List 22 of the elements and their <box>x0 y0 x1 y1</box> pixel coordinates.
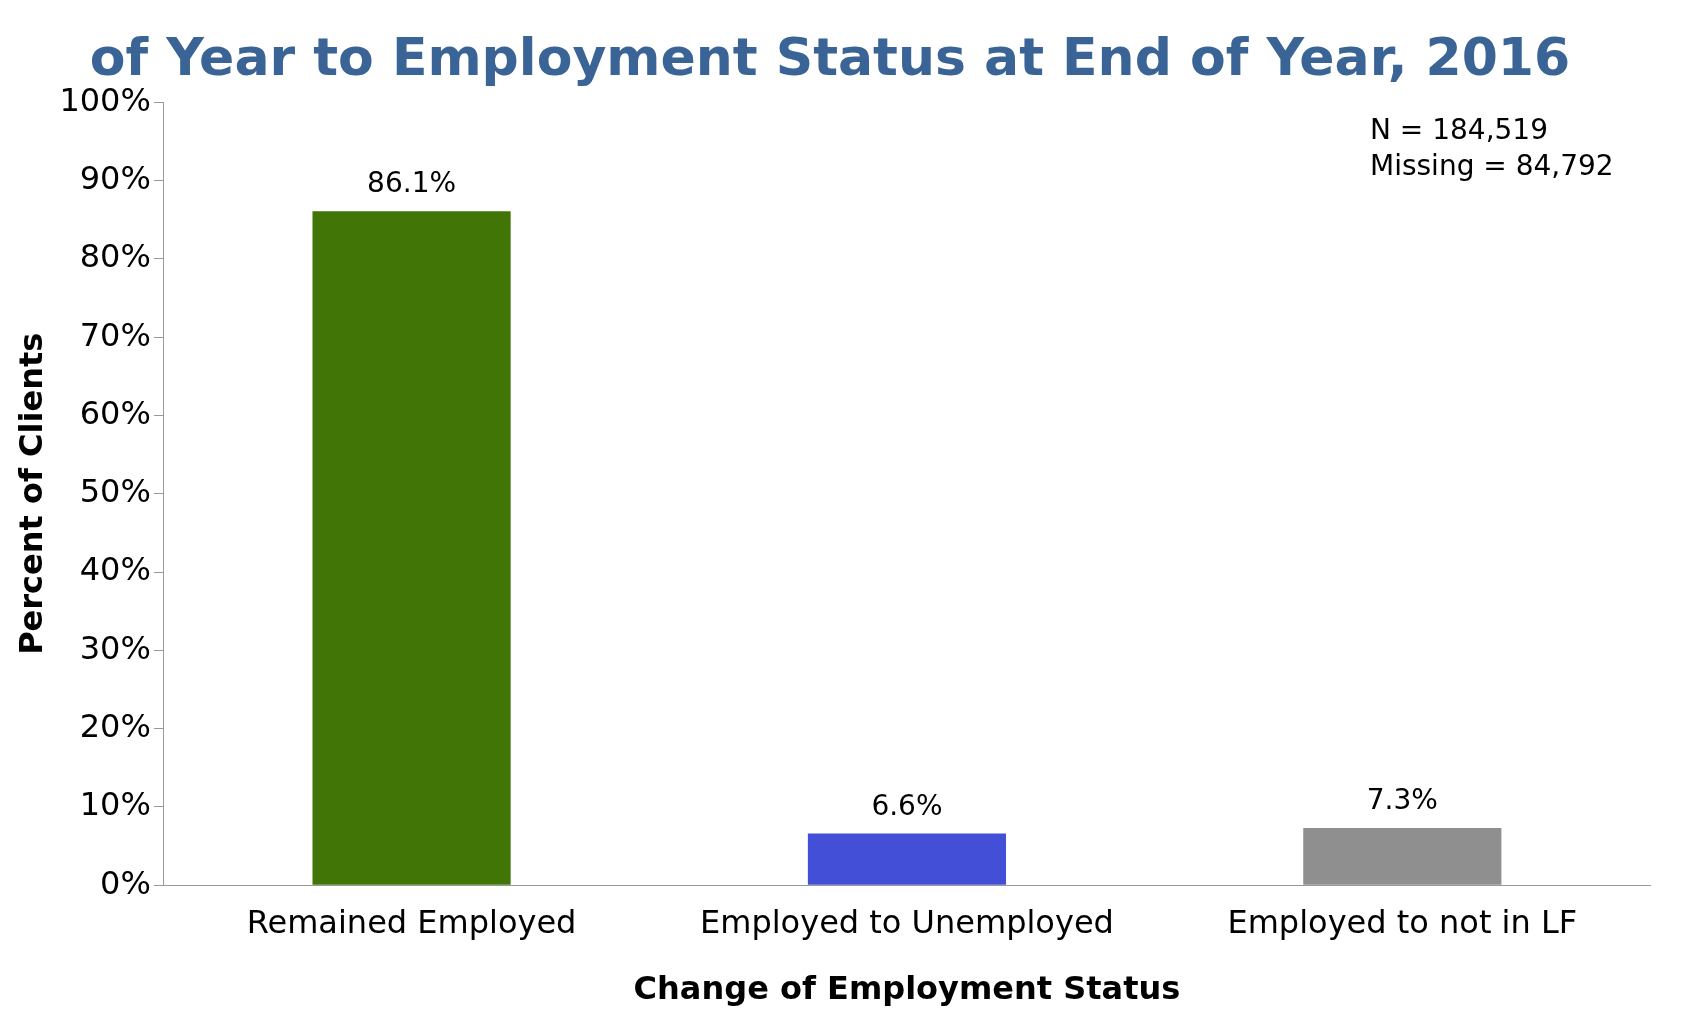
data-label: 7.3% <box>1366 783 1438 817</box>
x-tick-label: Remained Employed <box>246 902 577 941</box>
annotation: N = 184,519 <box>1370 113 1548 147</box>
y-tick-label: 90% <box>79 158 151 197</box>
data-label: 6.6% <box>871 788 943 822</box>
data-label: 86.1% <box>367 166 457 200</box>
y-axis-title: Percent of Clients <box>11 332 50 655</box>
y-tick-label: 50% <box>79 472 151 511</box>
bar <box>312 211 511 885</box>
y-tick-label: 30% <box>79 628 151 667</box>
y-tick-label: 80% <box>79 237 151 276</box>
x-tick-label: Employed to Unemployed <box>700 902 1114 941</box>
y-tick-label: 40% <box>79 550 151 589</box>
y-tick-label: 20% <box>79 706 151 745</box>
bar <box>807 833 1007 885</box>
y-tick-label: 60% <box>79 393 151 432</box>
annotation: Missing = 84,792 <box>1370 149 1614 183</box>
y-tick-label: 10% <box>79 785 151 824</box>
x-axis-title: Change of Employment Status <box>633 969 1181 1008</box>
y-tick-label: 0% <box>100 863 151 902</box>
x-tick-label: Employed to not in LF <box>1227 902 1578 941</box>
y-tick-label: 70% <box>79 315 151 354</box>
